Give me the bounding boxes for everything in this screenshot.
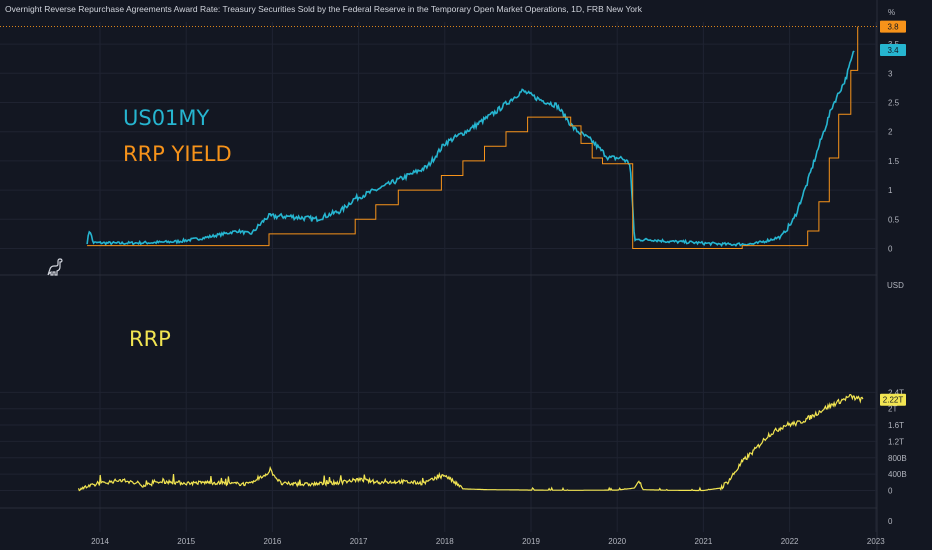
top-pane-unit: % [888,8,895,17]
y-tick-label: 0.5 [888,215,900,224]
y-tick-label: 2.4T [888,388,904,397]
y-tick-label: 2.5 [888,99,900,108]
y-tick-label: 2 [888,128,893,137]
last-value-rrp-yield: 3.8 [887,23,899,32]
series-us01my-line [86,50,855,247]
y-tick-label: 1.5 [888,157,900,166]
x-tick-label: 2015 [177,537,195,546]
series-layer [0,26,877,492]
y-tick-label: 1.2T [888,437,904,446]
annotation-rrp: RRP [129,327,171,351]
y-tick-label: 400B [888,470,907,479]
x-tick-label: 2014 [91,537,109,546]
last-value-rrp-yield-bg [880,20,906,33]
y-tick-label: 0 [888,487,893,496]
y-tick-label: 0 [888,245,893,254]
last-value-rrp: 2.22T [883,396,904,405]
last-value-us01my: 3.4 [887,46,899,55]
last-value-us01my-bg [880,43,906,56]
x-tick-label: 2017 [350,537,368,546]
bottom-pane-unit: USD [887,281,904,290]
chart-title: Overnight Reverse Repurchase Agreements … [5,4,643,14]
y-tick-label: 2T [888,405,897,414]
series-rrp-yield-line [87,26,859,249]
last-value-rrp-bg [880,393,906,406]
dinosaur-icon [47,258,63,276]
y-tick-label: 800B [888,454,907,463]
y-tick-label: 3 [888,69,893,78]
x-tick-label: 2023 [867,537,885,546]
series-rrp-line [77,393,864,492]
annotation-rrp-yield: RRP YIELD [123,142,232,166]
y-tick-label-extra: 0 [888,517,893,526]
annotation-us01my: US01MY [123,106,210,130]
x-tick-label: 2018 [436,537,454,546]
axis-layer: 3.532.521.510.502.4T2T1.6T1.2T800B400B00… [91,20,907,546]
x-tick-label: 2019 [522,537,540,546]
x-tick-label: 2020 [608,537,626,546]
x-tick-label: 2021 [695,537,713,546]
y-tick-label: 1 [888,186,893,195]
x-tick-label: 2016 [264,537,282,546]
x-tick-label: 2022 [781,537,799,546]
y-tick-label: 1.6T [888,421,904,430]
grid-lines [0,22,877,532]
